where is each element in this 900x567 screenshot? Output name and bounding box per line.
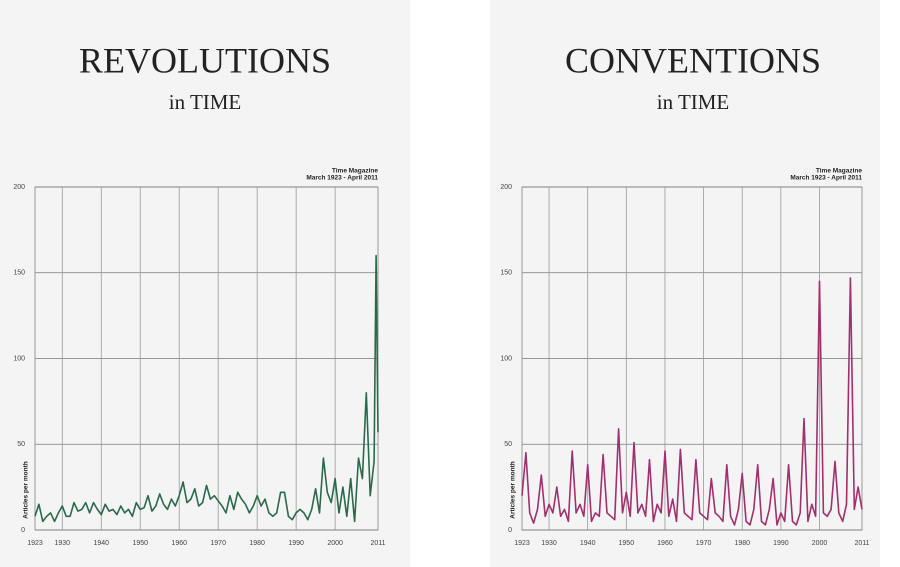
panel bbox=[0, 0, 410, 567]
x-tick-label: 1990 bbox=[773, 540, 789, 547]
y-tick-label: 100 bbox=[500, 355, 512, 362]
x-tick-label: 2000 bbox=[327, 540, 343, 547]
y-tick-label: 150 bbox=[13, 270, 25, 277]
x-tick-label: 1923 bbox=[27, 540, 43, 547]
y-tick-label: 200 bbox=[500, 184, 512, 191]
source-note: March 1923 - April 2011 bbox=[790, 175, 862, 182]
x-tick-label: 2011 bbox=[854, 540, 869, 547]
x-tick-label: 1923 bbox=[514, 540, 530, 547]
x-tick-label: 1960 bbox=[171, 540, 187, 547]
panel bbox=[490, 0, 880, 567]
chart-subtitle: in TIME bbox=[657, 90, 730, 114]
y-tick-label: 50 bbox=[504, 441, 512, 448]
chart-title: CONVENTIONS bbox=[565, 40, 821, 80]
x-tick-label: 1990 bbox=[288, 540, 304, 547]
y-axis-label: Articles per month bbox=[510, 461, 517, 518]
x-tick-label: 1940 bbox=[580, 540, 596, 547]
x-tick-label: 1980 bbox=[734, 540, 750, 547]
chart-title: REVOLUTIONS bbox=[79, 40, 331, 80]
y-tick-label: 50 bbox=[17, 441, 25, 448]
chart-subtitle: in TIME bbox=[169, 90, 242, 114]
y-tick-label: 0 bbox=[21, 527, 25, 534]
x-tick-label: 1930 bbox=[54, 540, 70, 547]
x-tick-label: 1940 bbox=[93, 540, 109, 547]
x-tick-label: 1950 bbox=[619, 540, 635, 547]
y-tick-label: 100 bbox=[13, 355, 25, 362]
x-tick-label: 2011 bbox=[370, 540, 385, 547]
x-tick-label: 1930 bbox=[541, 540, 557, 547]
y-axis-label: Articles per month bbox=[23, 461, 30, 518]
data-line bbox=[521, 277, 863, 526]
source-note: Time Magazine bbox=[816, 168, 863, 175]
data-line bbox=[34, 254, 379, 523]
source-note: March 1923 - April 2011 bbox=[306, 175, 378, 182]
x-tick-label: 1980 bbox=[249, 540, 265, 547]
x-tick-label: 1970 bbox=[210, 540, 226, 547]
source-note: Time Magazine bbox=[332, 168, 379, 175]
x-tick-label: 1960 bbox=[657, 540, 673, 547]
x-tick-label: 1970 bbox=[696, 540, 712, 547]
y-tick-label: 200 bbox=[13, 184, 25, 191]
y-tick-label: 0 bbox=[508, 527, 512, 534]
x-tick-label: 2000 bbox=[812, 540, 828, 547]
x-tick-label: 1950 bbox=[132, 540, 148, 547]
y-tick-label: 150 bbox=[500, 270, 512, 277]
